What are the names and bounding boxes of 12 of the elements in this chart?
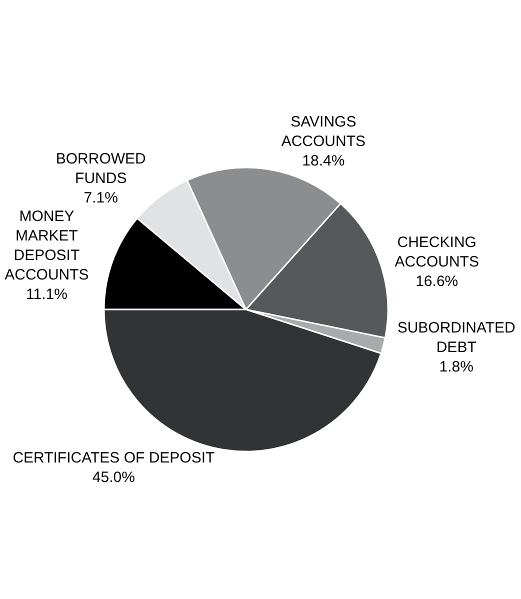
data-label: 7.1% <box>84 190 118 207</box>
slice-label: SAVINGS ACCOUNTS <box>281 114 366 150</box>
slice-label: MONEY MARKET DEPOSIT ACCOUNTS <box>4 208 89 284</box>
data-label: 16.6% <box>416 272 458 290</box>
data-label: 11.1% <box>26 286 68 303</box>
slice-label: CHECKING ACCOUNTS <box>394 234 479 270</box>
slice-label: SUBORDINATED DEBT <box>397 319 516 356</box>
data-label: 1.8% <box>439 358 474 376</box>
slice-label: CERTIFICATES OF DEPOSIT <box>12 449 215 466</box>
data-label: 45.0% <box>92 468 135 486</box>
data-label: 18.4% <box>302 152 345 170</box>
slice-label: BORROWED FUNDS <box>56 150 146 188</box>
